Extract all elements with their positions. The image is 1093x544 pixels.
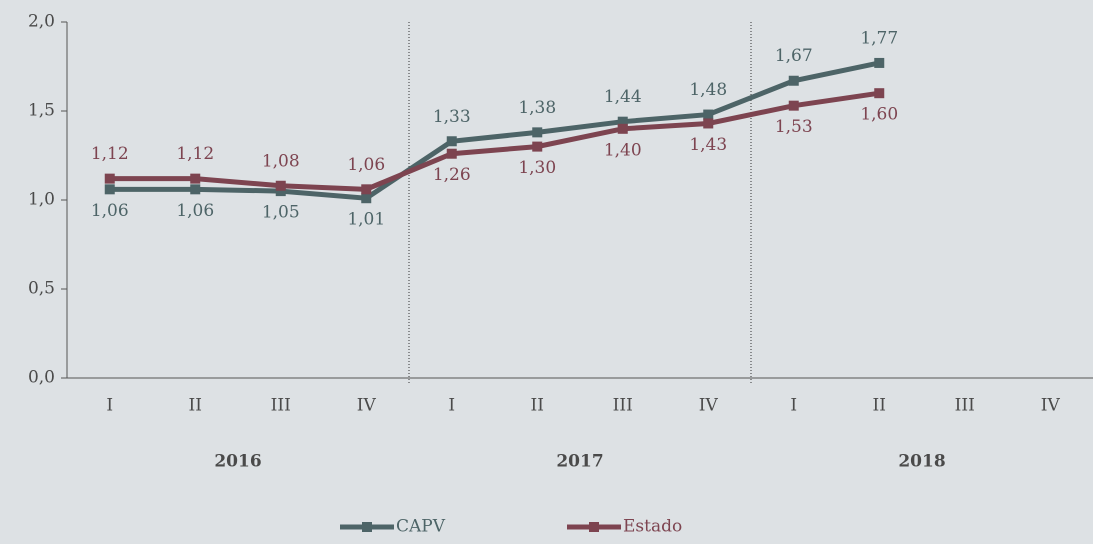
point-marker xyxy=(446,148,457,159)
x-tick-label: IV xyxy=(357,396,377,416)
x-tick-label: I xyxy=(448,396,455,416)
data-label: 1,06 xyxy=(347,155,385,175)
point-marker xyxy=(703,118,714,129)
point-marker xyxy=(104,173,115,184)
year-label: 2016 xyxy=(214,452,261,472)
data-label: 1,33 xyxy=(433,107,471,127)
x-tick-label: IV xyxy=(699,396,719,416)
data-label: 1,43 xyxy=(689,135,727,155)
data-label: 1,12 xyxy=(176,144,214,164)
series-line xyxy=(109,60,880,201)
x-tick-label: II xyxy=(873,396,886,416)
data-label: 1,77 xyxy=(860,28,898,48)
series-line xyxy=(109,90,880,192)
data-label: 1,67 xyxy=(775,46,813,66)
point-marker xyxy=(446,136,457,147)
x-tick-label: I xyxy=(790,396,797,416)
data-label: 1,06 xyxy=(91,201,129,221)
y-tick-label: 0,0 xyxy=(28,368,55,388)
x-tick-label: II xyxy=(189,396,202,416)
x-tick-label: II xyxy=(531,396,544,416)
point-marker xyxy=(703,109,714,120)
x-tick-label: III xyxy=(613,396,633,416)
year-label: 2017 xyxy=(556,452,603,472)
data-label: 1,38 xyxy=(518,98,556,118)
y-tick-label: 2,0 xyxy=(28,12,55,32)
point-marker xyxy=(190,184,201,195)
legend-marker xyxy=(362,522,372,532)
data-label: 1,53 xyxy=(775,117,813,137)
point-marker xyxy=(788,100,799,111)
point-marker xyxy=(874,88,885,99)
data-label: 1,60 xyxy=(860,105,898,125)
point-marker xyxy=(275,180,286,191)
point-marker xyxy=(532,127,543,138)
data-label: 1,30 xyxy=(518,158,556,178)
data-label: 1,05 xyxy=(262,203,300,223)
point-marker xyxy=(104,184,115,195)
point-marker xyxy=(275,186,286,197)
x-tick-label: I xyxy=(106,396,113,416)
point-marker xyxy=(617,116,628,127)
data-label: 1,40 xyxy=(604,140,642,160)
data-label: 1,12 xyxy=(91,144,129,164)
point-marker xyxy=(874,57,885,68)
point-marker xyxy=(361,193,372,204)
point-marker xyxy=(617,123,628,134)
data-label: 1,26 xyxy=(433,165,471,185)
y-tick-label: 1,0 xyxy=(28,190,55,210)
legend-label: CAPV xyxy=(396,517,446,537)
x-tick-label: III xyxy=(955,396,975,416)
data-label: 1,01 xyxy=(347,210,385,230)
point-marker xyxy=(788,75,799,86)
data-label: 1,06 xyxy=(176,201,214,221)
data-label: 1,44 xyxy=(604,87,642,107)
point-marker xyxy=(532,141,543,152)
legend-marker xyxy=(589,522,599,532)
data-label: 1,08 xyxy=(262,151,300,171)
data-label: 1,48 xyxy=(689,80,727,100)
point-marker xyxy=(361,184,372,195)
legend-label: Estado xyxy=(623,517,682,537)
point-marker xyxy=(190,173,201,184)
year-label: 2018 xyxy=(898,452,945,472)
x-tick-label: III xyxy=(271,396,291,416)
x-tick-label: IV xyxy=(1041,396,1061,416)
y-tick-label: 0,5 xyxy=(28,279,55,299)
y-tick-label: 1,5 xyxy=(28,101,55,121)
